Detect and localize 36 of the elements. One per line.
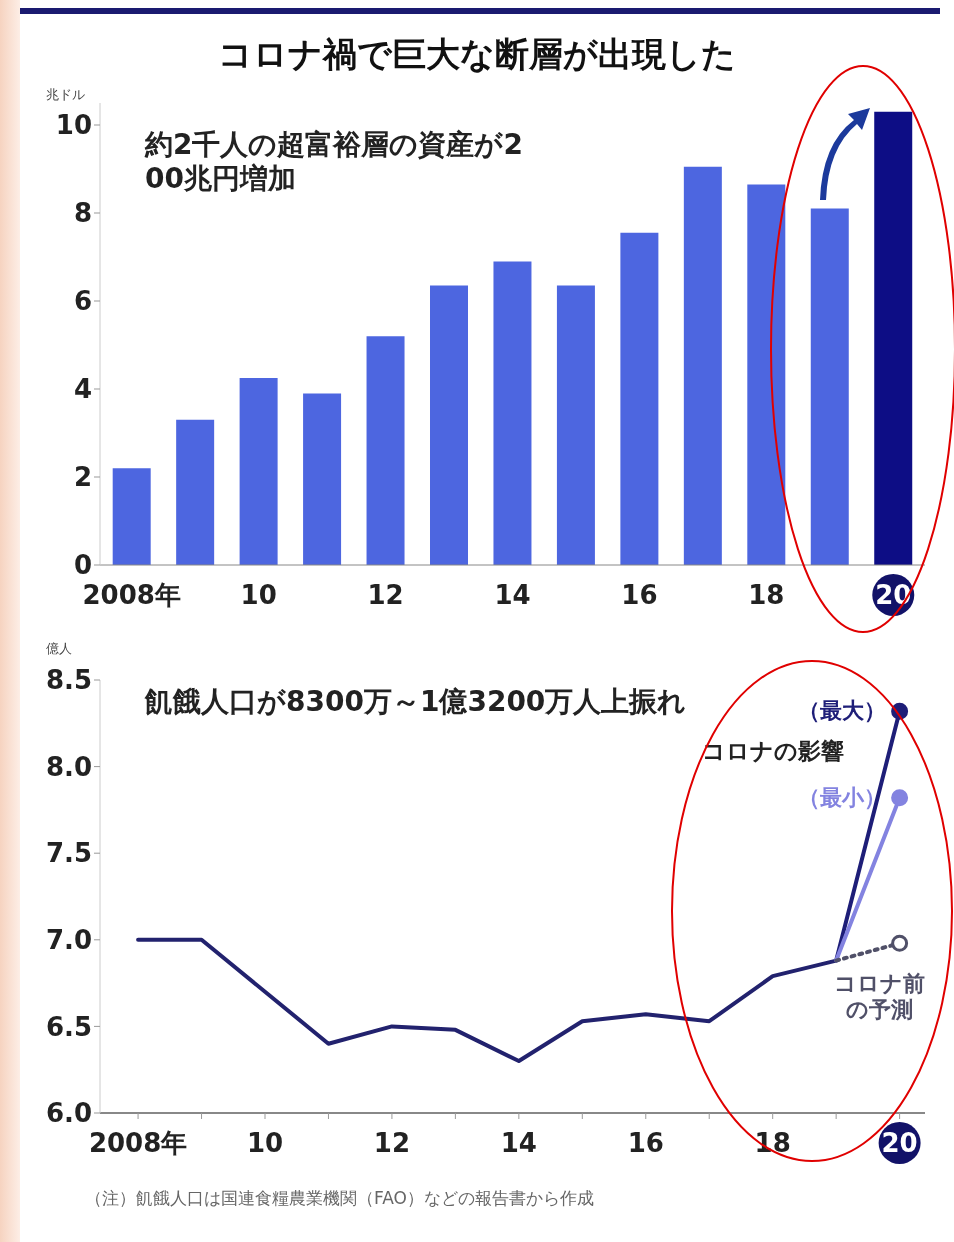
- y-tick-label: 10: [55, 110, 92, 141]
- y-tick-label: 7.0: [45, 925, 92, 956]
- y-tick-label: 8.5: [45, 665, 92, 696]
- y-tick-label: 8.0: [45, 751, 92, 782]
- y-axis-title: 億人: [46, 640, 72, 658]
- y-tick-label: 8: [73, 198, 92, 229]
- annotation: コロナの影響: [702, 738, 844, 766]
- x-tick-label: 10: [240, 580, 277, 610]
- y-tick-label: 4: [73, 374, 92, 405]
- x-tick-label: 18: [754, 1128, 791, 1158]
- y-tick-label: 6.5: [45, 1011, 92, 1042]
- x-tick-label: 14: [494, 580, 531, 610]
- x-tick-label: 14: [500, 1128, 537, 1158]
- x-tick-label: 20: [881, 1128, 918, 1158]
- series-label: （最大）: [797, 698, 886, 724]
- series-label: コロナ前の予測: [834, 971, 926, 1023]
- chart-title: コロナ禍で巨大な断層が出現した: [217, 33, 737, 76]
- series-label: （最小）: [797, 784, 886, 810]
- annotation: 約2千人の超富裕層の資産が200兆円増加: [145, 128, 524, 196]
- x-tick-label: 12: [367, 580, 404, 610]
- x-tick-label: 20: [875, 580, 912, 610]
- x-tick-label: 2008年: [82, 580, 181, 610]
- y-axis-title: 兆ドル: [46, 86, 85, 104]
- y-tick-label: 2: [73, 462, 92, 493]
- x-tick-label: 16: [621, 580, 658, 610]
- y-tick-label: 7.5: [45, 838, 92, 869]
- x-tick-label: 16: [627, 1128, 664, 1158]
- annotation: 飢餓人口が8300万～1億3200万人上振れ: [145, 685, 688, 719]
- x-tick-label: 18: [748, 580, 785, 610]
- x-tick-label: 10: [246, 1128, 284, 1158]
- y-tick-label: 0: [73, 550, 92, 581]
- text: （注）飢餓人口は国連食糧農業機関（FAO）などの報告書から作成: [85, 1188, 594, 1209]
- x-tick-label: 12: [373, 1128, 411, 1158]
- y-tick-label: 6.0: [45, 1098, 92, 1129]
- x-tick-label: 2008年: [88, 1128, 188, 1158]
- y-tick-label: 6: [73, 286, 92, 317]
